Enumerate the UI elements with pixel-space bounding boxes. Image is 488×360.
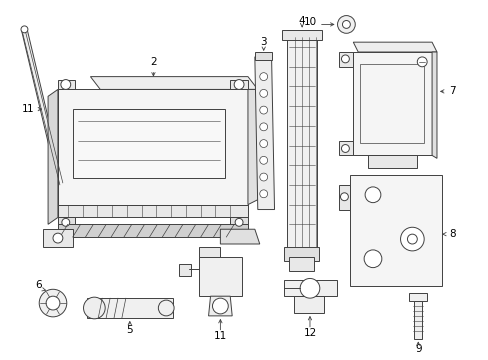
Text: 8: 8	[448, 229, 454, 239]
Polygon shape	[21, 30, 65, 188]
Polygon shape	[294, 296, 323, 313]
Circle shape	[259, 190, 267, 198]
Circle shape	[158, 300, 174, 316]
Polygon shape	[90, 77, 257, 89]
Polygon shape	[87, 298, 173, 318]
Circle shape	[46, 296, 60, 310]
Circle shape	[212, 298, 228, 314]
Polygon shape	[198, 247, 220, 257]
Circle shape	[407, 234, 416, 244]
Text: 9: 9	[414, 345, 421, 354]
Text: 12: 12	[303, 328, 316, 338]
Polygon shape	[58, 204, 247, 217]
Polygon shape	[230, 217, 247, 227]
Text: 7: 7	[448, 86, 454, 96]
Polygon shape	[352, 52, 431, 156]
Circle shape	[259, 89, 267, 97]
Polygon shape	[284, 247, 318, 261]
Text: 3: 3	[260, 37, 266, 47]
Circle shape	[259, 140, 267, 148]
Circle shape	[340, 193, 347, 201]
Text: 10: 10	[303, 18, 316, 27]
Circle shape	[235, 219, 243, 226]
Bar	[408, 293, 426, 301]
Text: 11: 11	[213, 330, 226, 341]
Polygon shape	[352, 42, 436, 52]
Circle shape	[234, 80, 244, 89]
Polygon shape	[287, 30, 316, 254]
Polygon shape	[58, 217, 75, 227]
Polygon shape	[247, 89, 257, 204]
Circle shape	[341, 145, 348, 152]
Circle shape	[400, 227, 423, 251]
Polygon shape	[220, 229, 259, 244]
Polygon shape	[58, 224, 247, 237]
Polygon shape	[230, 80, 247, 89]
Circle shape	[342, 21, 349, 28]
Circle shape	[61, 80, 71, 89]
Text: 1: 1	[27, 104, 41, 114]
Polygon shape	[58, 89, 247, 204]
Polygon shape	[43, 229, 73, 247]
Polygon shape	[282, 30, 321, 40]
Text: 6: 6	[35, 280, 41, 291]
Circle shape	[416, 57, 426, 67]
Circle shape	[21, 26, 28, 33]
Circle shape	[53, 233, 63, 243]
Polygon shape	[254, 52, 271, 60]
Polygon shape	[338, 52, 352, 67]
Polygon shape	[431, 52, 436, 158]
Bar	[413, 301, 421, 338]
Polygon shape	[198, 257, 242, 296]
Polygon shape	[254, 57, 274, 210]
Circle shape	[300, 278, 319, 298]
Polygon shape	[208, 296, 232, 316]
Circle shape	[337, 15, 355, 33]
Circle shape	[62, 219, 70, 226]
Text: 4: 4	[298, 15, 305, 26]
Circle shape	[259, 173, 267, 181]
Polygon shape	[289, 257, 313, 271]
Circle shape	[259, 73, 267, 81]
Text: 1: 1	[22, 104, 28, 114]
Bar	[360, 64, 423, 143]
Polygon shape	[338, 185, 349, 210]
Polygon shape	[58, 80, 75, 89]
Bar	[73, 109, 225, 178]
Circle shape	[365, 187, 380, 203]
Circle shape	[259, 156, 267, 164]
Polygon shape	[284, 280, 336, 296]
Polygon shape	[338, 141, 352, 156]
Polygon shape	[367, 156, 416, 168]
Text: 2: 2	[150, 57, 157, 67]
Circle shape	[259, 106, 267, 114]
Circle shape	[341, 55, 348, 63]
Circle shape	[39, 289, 67, 317]
Text: 5: 5	[126, 325, 133, 335]
Polygon shape	[48, 89, 58, 224]
Circle shape	[364, 250, 381, 267]
Polygon shape	[179, 264, 190, 276]
Circle shape	[259, 123, 267, 131]
Circle shape	[83, 297, 105, 319]
Polygon shape	[349, 175, 441, 286]
